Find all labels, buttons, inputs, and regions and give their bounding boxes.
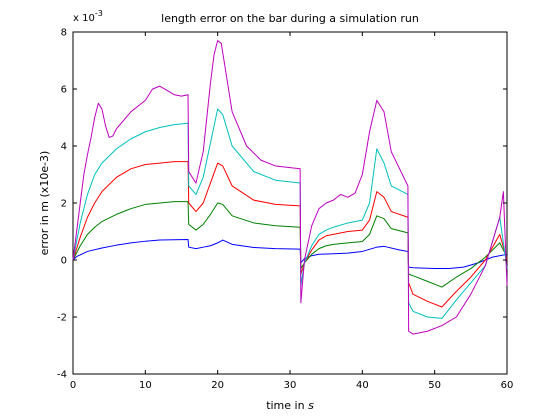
y-tick-label: -2 xyxy=(57,313,67,324)
chart-title: length error on the bar during a simulat… xyxy=(161,12,419,25)
y-axis-multiplier: x 10-3 xyxy=(73,9,103,24)
x-tick-label: 0 xyxy=(70,380,76,391)
x-axis-label: time in s xyxy=(266,399,314,412)
x-tick-label: 20 xyxy=(211,380,224,391)
y-tick-label: -4 xyxy=(57,370,67,381)
y-tick-label: 6 xyxy=(61,85,67,96)
series-layer xyxy=(72,40,508,335)
y-multiplier-base: x 10 xyxy=(73,13,95,24)
y-axis-label: error in m (x10e-3) xyxy=(38,151,51,256)
y-tick-label: 4 xyxy=(61,142,67,153)
x-tick-label: 50 xyxy=(428,380,441,391)
axes-box xyxy=(72,31,508,375)
x-tick-label: 30 xyxy=(284,380,297,391)
y-tick-label: 8 xyxy=(61,28,67,39)
y-tick-label: 0 xyxy=(61,256,67,267)
ticks-layer: 0 10 20 30 40 50 60 -4 -2 0 2 4 6 8 xyxy=(57,28,513,392)
y-tick-label: 2 xyxy=(61,199,67,210)
x-tick-label: 60 xyxy=(501,380,514,391)
series-line-5 xyxy=(72,40,508,335)
x-tick-label: 40 xyxy=(356,380,369,391)
y-multiplier-exponent: -3 xyxy=(95,9,103,18)
x-axis-label-unit: s xyxy=(308,399,314,412)
x-axis-label-text: time in xyxy=(266,399,308,412)
x-tick-label: 10 xyxy=(139,380,152,391)
